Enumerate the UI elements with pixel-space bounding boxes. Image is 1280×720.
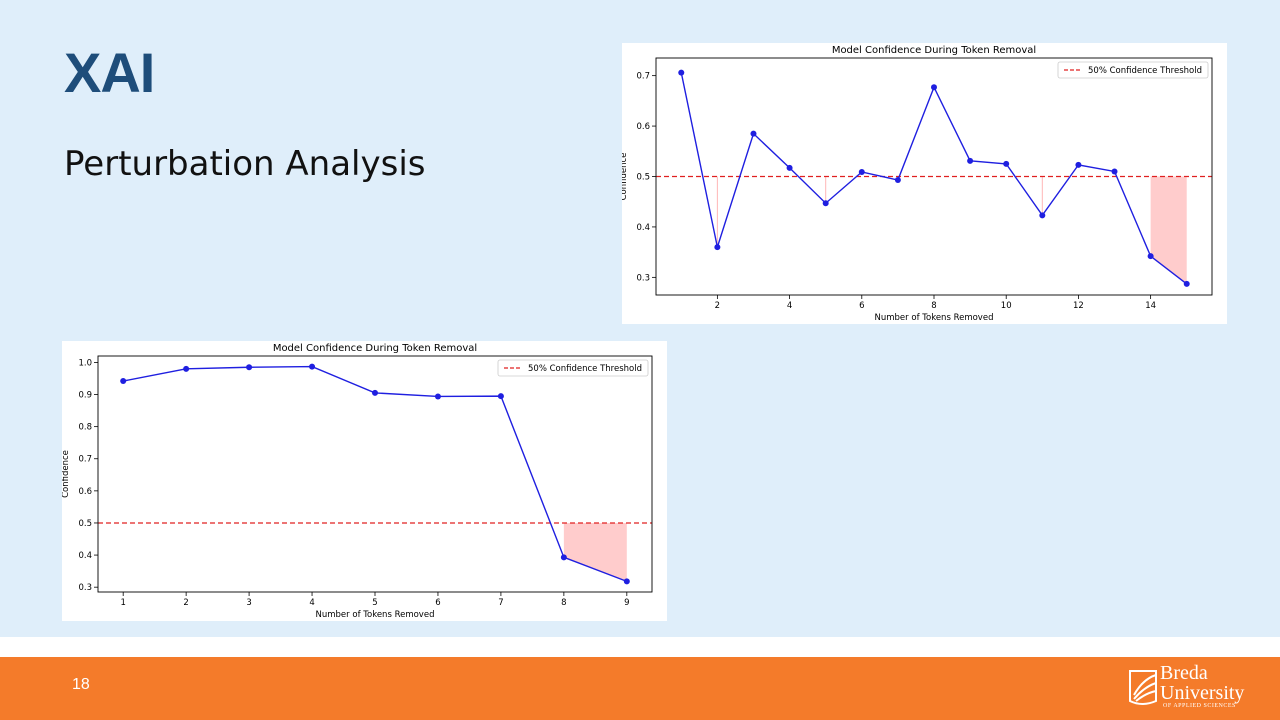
data-point bbox=[931, 84, 937, 91]
logo-text-breda: Breda bbox=[1160, 662, 1208, 684]
footer-bar bbox=[0, 657, 1280, 720]
footer-gap bbox=[0, 637, 1280, 657]
confidence-chart-9-tokens: Model Confidence During Token Removal 0.3… bbox=[62, 343, 653, 620]
chart-title: Model Confidence During Token Removal bbox=[832, 45, 1036, 56]
y-tick-label: 0.4 bbox=[636, 223, 650, 233]
data-point bbox=[822, 200, 829, 207]
logo-text-applied-sciences: OF APPLIED SCIENCES bbox=[1163, 703, 1236, 709]
data-point bbox=[560, 554, 567, 561]
y-axis-label: Confidence bbox=[622, 153, 629, 201]
y-tick-label: 0.8 bbox=[78, 423, 92, 433]
data-point bbox=[786, 164, 793, 171]
data-point bbox=[750, 130, 757, 137]
y-tick-label: 1.0 bbox=[78, 358, 92, 368]
y-axis-label: Confidence bbox=[62, 450, 71, 498]
below-threshold-fill bbox=[563, 522, 627, 582]
data-point bbox=[309, 363, 316, 370]
data-point bbox=[1075, 161, 1082, 168]
data-point bbox=[894, 177, 901, 184]
x-axis-label: Number of Tokens Removed bbox=[316, 610, 435, 620]
data-point bbox=[858, 168, 865, 175]
confidence-series-line bbox=[123, 365, 628, 583]
x-tick-label: 9 bbox=[624, 598, 629, 608]
page-number: 18 bbox=[72, 676, 90, 693]
y-tick-label: 0.7 bbox=[636, 72, 650, 82]
data-point bbox=[1147, 253, 1154, 260]
y-tick-label: 0.5 bbox=[78, 519, 92, 529]
data-point bbox=[623, 578, 630, 585]
y-tick-label: 0.5 bbox=[636, 173, 650, 183]
x-tick-label: 14 bbox=[1145, 301, 1156, 311]
logo-text-university: University bbox=[1160, 682, 1245, 704]
confidence-series-line bbox=[680, 72, 1188, 285]
y-tick-label: 0.9 bbox=[78, 391, 92, 401]
legend-label: 50% Confidence Threshold bbox=[1088, 66, 1202, 76]
x-tick-label: 1 bbox=[120, 598, 125, 608]
data-point bbox=[1111, 168, 1118, 175]
x-tick-label: 2 bbox=[715, 301, 720, 311]
x-tick-label: 4 bbox=[309, 598, 314, 608]
breda-university-logo-icon bbox=[1129, 670, 1157, 705]
x-axis-label: Number of Tokens Removed bbox=[875, 313, 994, 323]
data-point bbox=[1183, 280, 1190, 287]
legend-label: 50% Confidence Threshold bbox=[528, 364, 642, 374]
x-tick-label: 8 bbox=[561, 598, 566, 608]
legend-box bbox=[1057, 61, 1209, 79]
data-point bbox=[1039, 212, 1046, 219]
y-tick-label: 0.6 bbox=[78, 487, 92, 497]
chart-top-right: Model Confidence During Token Removal 0.3… bbox=[622, 43, 1227, 324]
x-tick-label: 5 bbox=[372, 598, 377, 608]
confidence-chart-15-tokens: Model Confidence During Token Removal 0.3… bbox=[622, 45, 1213, 323]
slide-subtitle: Perturbation Analysis bbox=[64, 144, 426, 184]
data-point bbox=[372, 389, 378, 396]
x-tick-label: 6 bbox=[435, 598, 440, 608]
x-tick-label: 8 bbox=[931, 301, 936, 311]
data-point bbox=[246, 364, 253, 371]
y-tick-label: 0.7 bbox=[78, 455, 92, 465]
x-tick-label: 4 bbox=[787, 301, 792, 311]
y-tick-label: 0.6 bbox=[636, 122, 650, 132]
x-tick-label: 2 bbox=[183, 598, 188, 608]
below-threshold-fill bbox=[1150, 176, 1187, 284]
legend-box bbox=[497, 359, 649, 377]
x-tick-label: 3 bbox=[246, 598, 251, 608]
data-point bbox=[497, 393, 504, 400]
chart-bottom-left: Model Confidence During Token Removal 0.3… bbox=[62, 341, 667, 621]
x-tick-label: 6 bbox=[859, 301, 864, 311]
slide-title: XAI bbox=[64, 41, 155, 104]
y-tick-label: 0.4 bbox=[78, 551, 92, 561]
data-point bbox=[183, 365, 190, 372]
data-point bbox=[434, 393, 441, 400]
y-tick-label: 0.3 bbox=[636, 273, 650, 283]
x-tick-label: 12 bbox=[1073, 301, 1084, 311]
data-point bbox=[678, 69, 685, 76]
data-point bbox=[714, 244, 721, 251]
x-tick-label: 7 bbox=[498, 598, 503, 608]
data-point bbox=[967, 157, 974, 164]
x-tick-label: 10 bbox=[1001, 301, 1012, 311]
chart-title: Model Confidence During Token Removal bbox=[273, 343, 477, 354]
data-point bbox=[120, 378, 127, 385]
y-tick-label: 0.3 bbox=[78, 583, 92, 593]
data-point bbox=[1003, 160, 1010, 167]
